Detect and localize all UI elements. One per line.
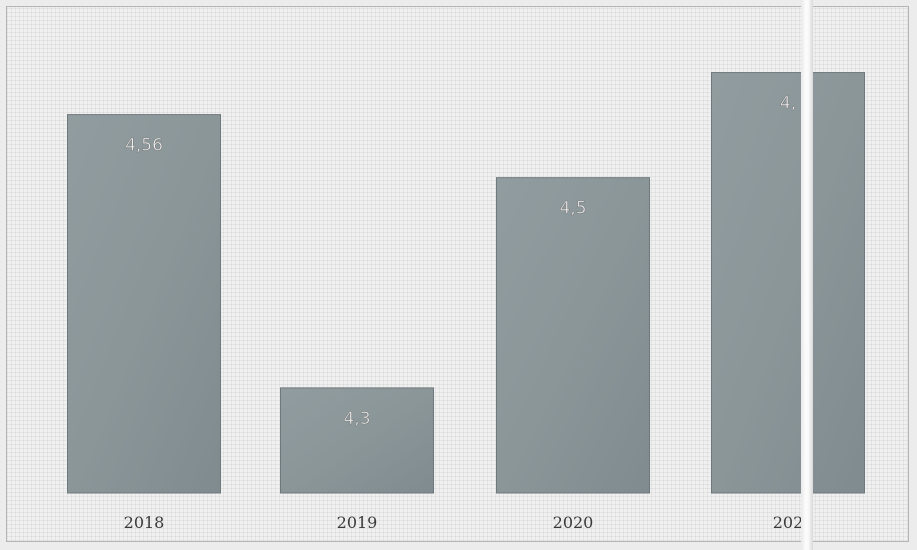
x-tick-label-2021: 202 — [773, 513, 804, 532]
paper-fold — [801, 0, 813, 550]
x-tick-label-2018: 2018 — [124, 513, 165, 532]
data-label-2020: 4,5 — [559, 199, 586, 219]
x-tick-label-2020: 2020 — [553, 513, 594, 532]
data-label-2018: 4,56 — [125, 136, 163, 156]
bars-group — [67, 72, 865, 494]
data-label-2021: 4, — [780, 94, 796, 114]
bar-2018 — [67, 114, 221, 494]
data-label-2019: 4,3 — [343, 409, 370, 429]
bar-2021 — [711, 72, 865, 494]
bar-2020 — [496, 177, 650, 494]
x-tick-label-2019: 2019 — [337, 513, 378, 532]
x-tick-labels-group: 2018 2019 2020 202 — [124, 513, 804, 532]
bar-2019 — [280, 387, 434, 494]
data-labels-group: 4,56 4,3 4,5 4, — [125, 93, 797, 429]
